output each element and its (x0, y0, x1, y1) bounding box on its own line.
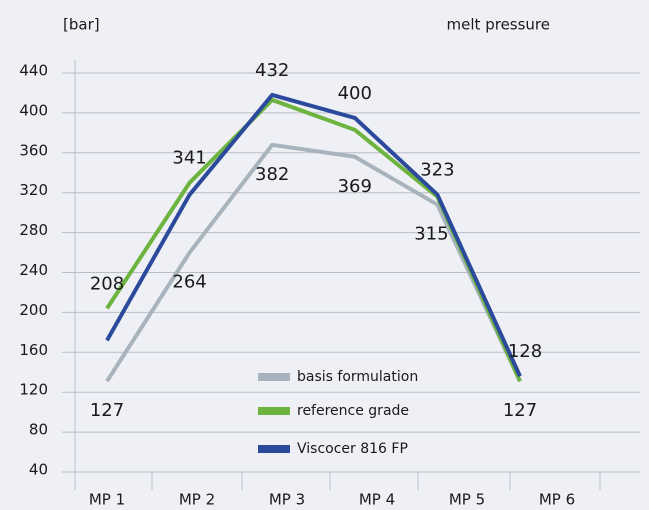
data-label: 264 (172, 272, 206, 293)
y-tick-label: 320 (19, 181, 48, 199)
y-tick-label: 80 (29, 421, 48, 439)
data-label: 323 (420, 160, 454, 181)
y-tick-label: 240 (19, 261, 48, 279)
data-label: 127 (503, 400, 537, 421)
y-tick-label: 160 (19, 341, 48, 359)
data-label: 432 (255, 60, 289, 81)
data-label: 369 (338, 176, 372, 197)
y-tick-label: 400 (19, 101, 48, 119)
legend-label: Viscocer 816 FP (297, 441, 408, 457)
data-label: 208 (90, 273, 124, 294)
y-axis-label: [bar] (63, 16, 100, 34)
x-tick-label: MP 2 (179, 491, 215, 509)
x-tick-label: MP 1 (89, 491, 125, 509)
x-tick-label: MP 5 (449, 491, 485, 509)
data-label: 400 (338, 83, 372, 104)
data-label: 315 (414, 224, 448, 245)
data-label: 127 (90, 400, 124, 421)
x-tick-label: MP 6 (539, 491, 575, 509)
y-tick-label: 120 (19, 381, 48, 399)
y-tick-label: 40 (29, 461, 48, 479)
series-line (105, 142, 522, 383)
series-line (105, 92, 522, 378)
y-tick-label: 360 (19, 141, 48, 159)
chart-title: melt pressure (447, 16, 550, 34)
x-tick-label: MP 4 (359, 491, 395, 509)
y-tick-label: 440 (19, 62, 48, 80)
legend-label: basis formulation (297, 369, 418, 385)
x-tick-label: MP 3 (269, 491, 305, 509)
data-label: 128 (508, 341, 542, 362)
y-tick-label: 280 (19, 221, 48, 239)
data-label: 341 (172, 148, 206, 169)
legend-label: reference grade (297, 403, 409, 419)
y-tick-label: 200 (19, 301, 48, 319)
data-label: 382 (255, 164, 289, 185)
